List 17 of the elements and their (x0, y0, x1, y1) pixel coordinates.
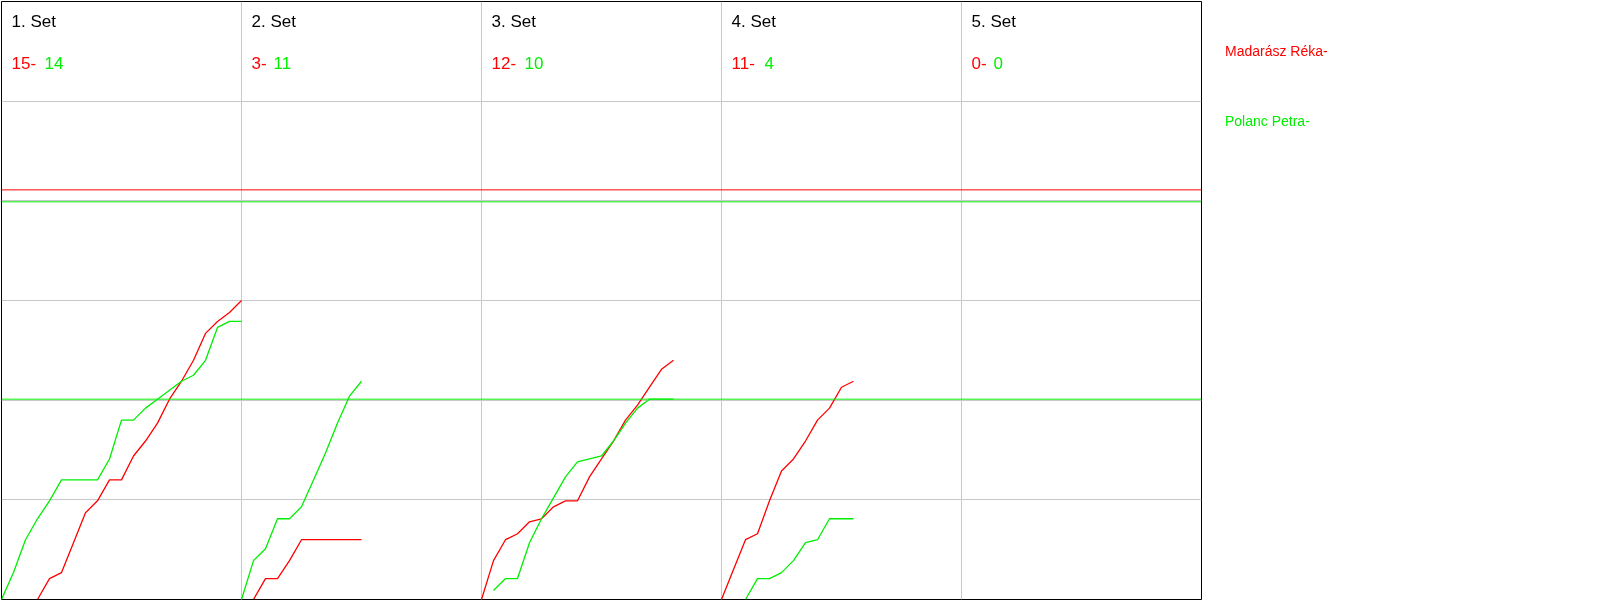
text: 12- (491, 54, 517, 74)
text: 5. Set (971, 11, 1017, 31)
text: 0 (993, 54, 1003, 74)
text: Polanc Petra- (1225, 112, 1311, 131)
text: 0- (971, 54, 987, 74)
text: Madarász Réka- (1225, 42, 1328, 61)
text: 4. Set (731, 11, 777, 31)
text: 2. Set (251, 11, 297, 31)
text: 11 (273, 54, 292, 74)
text: 14 (44, 54, 64, 74)
text: 11- (731, 54, 755, 74)
text: 4 (764, 54, 774, 74)
text: 3- (251, 54, 267, 74)
text: 10 (524, 54, 544, 74)
text: 1. Set (11, 11, 57, 31)
text: 3. Set (491, 11, 537, 31)
text: 15- (11, 54, 37, 74)
